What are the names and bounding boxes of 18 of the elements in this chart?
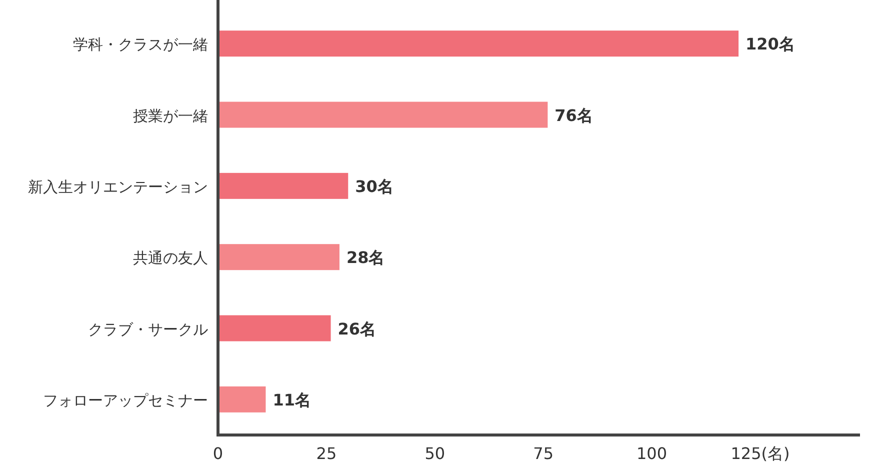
data-label: 120名 [746, 34, 795, 54]
x-tick-label: 125(名) [730, 444, 790, 463]
x-tick-label: 50 [424, 444, 446, 463]
x-tick-label: 75 [533, 444, 554, 463]
y-tick-label: クラブ・サークル [88, 320, 208, 338]
data-label: 30名 [355, 176, 394, 196]
x-tick-label: 0 [212, 444, 224, 463]
data-label: 26名 [338, 319, 376, 338]
data-label: 28名 [346, 248, 385, 268]
x-tick-label: 100 [636, 444, 668, 463]
x-tick-label: 25 [316, 444, 337, 463]
data-label: 76名 [554, 106, 593, 125]
y-tick-label: フォローアップセミナー [43, 391, 208, 410]
y-tick-label: 学科・クラスが一緒 [73, 36, 208, 54]
y-tick-label: 共通の友人 [133, 249, 208, 268]
y-tick-label: 授業が一緒 [133, 106, 208, 125]
data-label: 11名 [272, 390, 311, 410]
y-tick-label: 新入生オリエンテーション [28, 178, 208, 196]
